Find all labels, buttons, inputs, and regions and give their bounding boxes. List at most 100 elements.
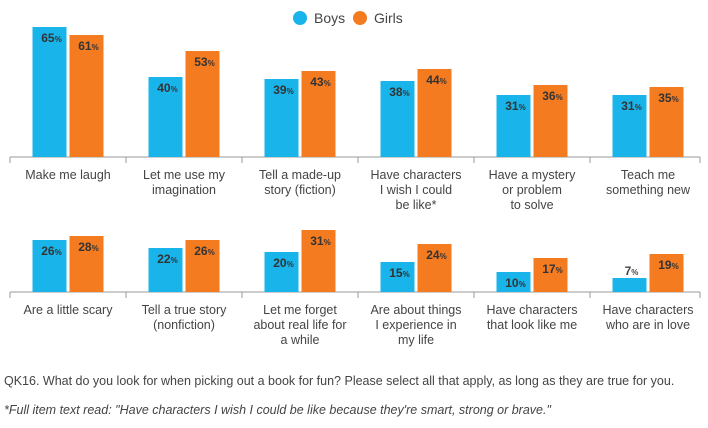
data-label: 40%: [157, 81, 177, 95]
category-label: Have characters: [602, 303, 693, 317]
data-label: 39%: [273, 83, 293, 97]
data-label-unit: %: [672, 95, 679, 104]
data-label-unit: %: [631, 268, 638, 277]
data-label-unit: %: [403, 270, 410, 279]
category-label: a while: [281, 333, 320, 347]
bar-girls: [533, 85, 568, 157]
data-label-unit: %: [208, 248, 215, 257]
bar-girls: [417, 69, 452, 157]
data-label: 53%: [194, 55, 214, 69]
category-label: Have characters: [486, 303, 577, 317]
data-label: 22%: [157, 252, 177, 266]
legend-label-boys: Boys: [314, 10, 345, 26]
data-label: 61%: [78, 39, 98, 53]
legend-marker-girls: [353, 11, 367, 25]
data-label-unit: %: [324, 79, 331, 88]
data-label: 31%: [505, 99, 525, 113]
bar-boys: [148, 77, 183, 157]
data-label-unit: %: [440, 252, 447, 261]
data-label-unit: %: [171, 85, 178, 94]
bar-girls: [185, 51, 220, 157]
bar-chart: Boys Girls 65% 61% Make me laugh 40% 53% Let me…: [9, 10, 701, 347]
data-label: 7%: [625, 264, 639, 278]
data-label-unit: %: [556, 266, 563, 275]
bar-boys: [380, 81, 415, 157]
bar-girls: [185, 240, 220, 292]
bar-girls: [417, 244, 452, 292]
category-label: Have a mystery: [489, 168, 577, 182]
data-label-unit: %: [556, 93, 563, 102]
data-label-unit: %: [55, 35, 62, 44]
bar-boys: [496, 95, 531, 157]
data-label: 31%: [310, 234, 330, 248]
bar-girls: [649, 87, 684, 157]
legend-marker-boys: [293, 11, 307, 25]
bar-boys: [496, 272, 531, 292]
data-label-unit: %: [635, 103, 642, 112]
category-label: my life: [398, 333, 434, 347]
data-label: 15%: [389, 266, 409, 280]
data-label: 36%: [542, 89, 562, 103]
category-label: Have characters: [370, 168, 461, 182]
bar-boys: [380, 262, 415, 292]
category-label: be like*: [396, 198, 437, 212]
data-label: 38%: [389, 85, 409, 99]
category-label: Are a little scary: [24, 303, 114, 317]
category-label: Tell a true story: [142, 303, 228, 317]
data-label: 10%: [505, 276, 525, 290]
category-label: Tell a made-up: [259, 168, 341, 182]
data-label: 26%: [41, 244, 61, 258]
category-label: Make me laugh: [25, 168, 111, 182]
bar-boys: [612, 95, 647, 157]
data-label: 19%: [658, 258, 678, 272]
category-label: Let me use my: [143, 168, 226, 182]
bar-girls: [69, 236, 104, 292]
data-label: 31%: [621, 99, 641, 113]
data-label-unit: %: [92, 43, 99, 52]
bar-boys: [612, 278, 647, 292]
bar-girls: [649, 254, 684, 292]
bar-boys: [32, 27, 67, 157]
data-label-unit: %: [324, 238, 331, 247]
category-label: (nonfiction): [153, 318, 215, 332]
category-label: Are about things: [370, 303, 461, 317]
category-label: Teach me: [621, 168, 675, 182]
data-label-unit: %: [519, 280, 526, 289]
data-label: 44%: [426, 73, 446, 87]
category-label: to solve: [510, 198, 553, 212]
bar-girls: [301, 71, 336, 157]
bar-boys: [264, 79, 299, 157]
data-label-unit: %: [403, 89, 410, 98]
category-label: imagination: [152, 183, 216, 197]
data-label: 20%: [273, 256, 293, 270]
data-label: 65%: [41, 31, 61, 45]
data-label-unit: %: [208, 59, 215, 68]
data-label: 43%: [310, 75, 330, 89]
category-label: Let me forget: [263, 303, 337, 317]
data-label: 17%: [542, 262, 562, 276]
data-label-unit: %: [519, 103, 526, 112]
category-label: or problem: [502, 183, 562, 197]
bar-boys: [32, 240, 67, 292]
data-label-unit: %: [287, 87, 294, 96]
category-label: about real life for: [253, 318, 346, 332]
data-label-unit: %: [672, 262, 679, 271]
category-label: I experience in: [375, 318, 456, 332]
footnote: *Full item text read: "Have characters I…: [4, 403, 551, 417]
data-label: 26%: [194, 244, 214, 258]
bar-girls: [301, 230, 336, 292]
data-label: 28%: [78, 240, 98, 254]
data-label-unit: %: [171, 256, 178, 265]
data-label-unit: %: [55, 248, 62, 257]
data-label: 35%: [658, 91, 678, 105]
bar-boys: [148, 248, 183, 292]
legend-label-girls: Girls: [374, 10, 403, 26]
survey-question: QK16. What do you look for when picking …: [4, 374, 675, 388]
bar-boys: [264, 252, 299, 292]
category-label: that look like me: [487, 318, 577, 332]
data-label-unit: %: [92, 244, 99, 253]
data-label-unit: %: [287, 260, 294, 269]
data-label-unit: %: [440, 77, 447, 86]
bar-girls: [69, 35, 104, 157]
category-label: who are in love: [605, 318, 690, 332]
